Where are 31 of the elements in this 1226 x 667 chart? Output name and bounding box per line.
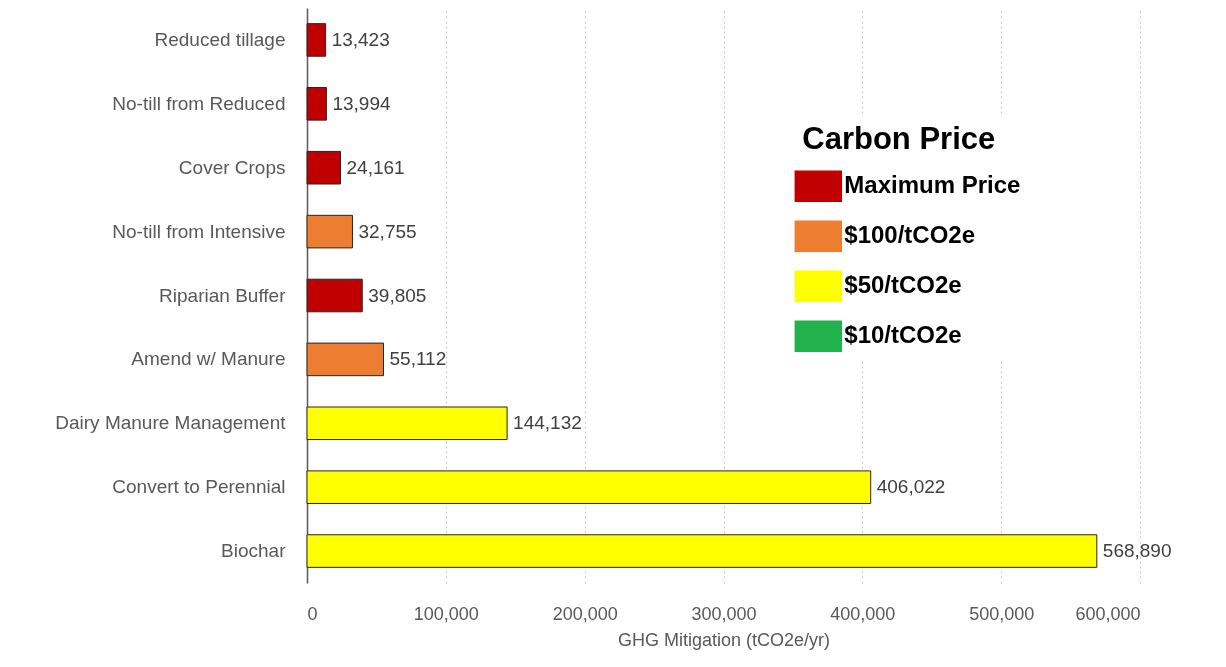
data-label: 13,994 — [332, 92, 391, 114]
legend-label: $10/tCO2e — [844, 321, 962, 349]
data-label: 13,423 — [331, 28, 390, 50]
legend-label: $50/tCO2e — [844, 271, 962, 299]
data-label: 406,022 — [876, 476, 946, 498]
x-tick-label: 500,000 — [969, 603, 1035, 624]
data-label: 55,112 — [389, 348, 447, 370]
y-tick-label: Reduced tillage — [154, 28, 286, 50]
data-label: 568,890 — [1102, 540, 1172, 562]
y-tick-label: Convert to Perennial — [112, 476, 286, 498]
y-tick-label: Riparian Buffer — [159, 284, 287, 306]
y-tick-label: Amend w/ Manure — [131, 348, 286, 370]
x-tick-label: 100,000 — [413, 603, 479, 624]
x-tick-label: 0 — [307, 603, 318, 624]
y-tick-label: Biochar — [221, 540, 287, 562]
x-tick-label: 400,000 — [830, 603, 896, 624]
y-tick-label: Cover Crops — [178, 156, 286, 178]
y-tick-label: No-till from Reduced — [112, 92, 286, 114]
data-label: 32,755 — [358, 220, 417, 242]
x-axis-title: GHG Mitigation (tCO2e/yr) — [617, 629, 831, 650]
data-label: 39,805 — [368, 284, 427, 306]
x-tick-label: 600,000 — [1075, 603, 1141, 624]
legend-label: $100/tCO2e — [844, 221, 976, 249]
data-label: 24,161 — [346, 156, 405, 178]
x-tick-label: 200,000 — [552, 603, 618, 624]
legend-label: Maximum Price — [844, 171, 1021, 199]
data-label: 144,132 — [513, 412, 582, 434]
x-tick-label: 300,000 — [691, 603, 757, 624]
legend-title: Carbon Price — [802, 121, 996, 157]
y-tick-label: Dairy Manure Management — [55, 412, 287, 434]
y-tick-label: No-till from Intensive — [112, 220, 286, 242]
